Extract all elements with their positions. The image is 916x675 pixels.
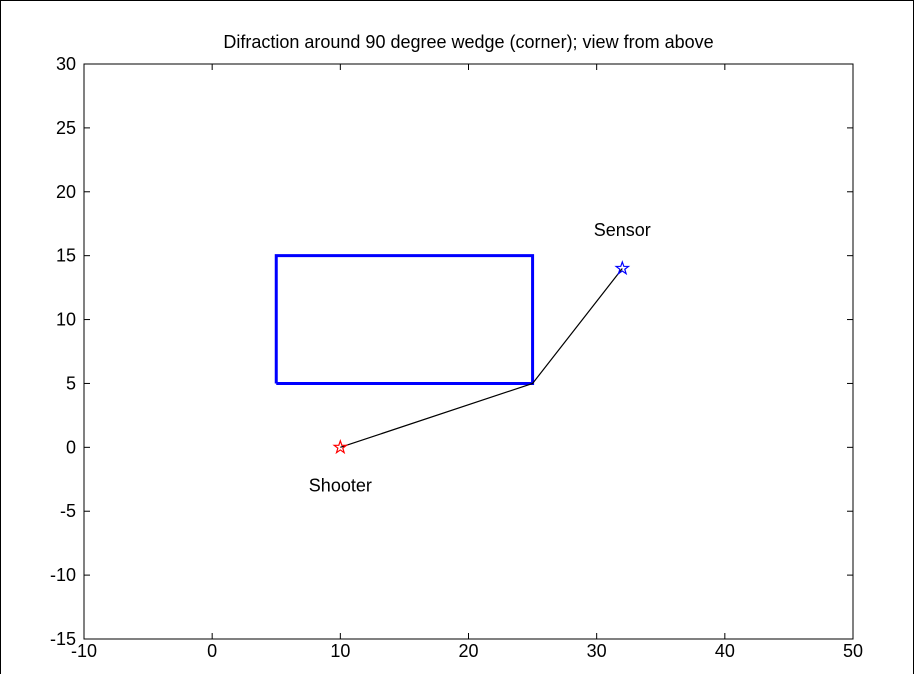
diffraction-path-line bbox=[340, 268, 623, 448]
annotation-layer: Sensor Shooter bbox=[309, 220, 651, 496]
shooter-star-marker bbox=[332, 438, 349, 455]
x-tick-label: 20 bbox=[458, 641, 478, 661]
x-tick-label: 30 bbox=[587, 641, 607, 661]
shooter-label: Shooter bbox=[309, 476, 372, 496]
chart-title: Difraction around 90 degree wedge (corne… bbox=[223, 32, 713, 52]
x-tick-label: 40 bbox=[715, 641, 735, 661]
y-tick-label: -5 bbox=[60, 501, 76, 521]
y-tick-label: 30 bbox=[56, 54, 76, 74]
axes-box bbox=[83, 63, 854, 640]
x-tick-label: 0 bbox=[207, 641, 217, 661]
sensor-label: Sensor bbox=[594, 220, 651, 240]
sensor-star-marker bbox=[614, 260, 631, 276]
wedge-rectangle bbox=[274, 254, 535, 385]
y-tick-label: 10 bbox=[56, 310, 76, 330]
y-tick-label: 0 bbox=[66, 437, 76, 457]
marker-layer bbox=[332, 260, 631, 455]
x-tick-label: -10 bbox=[71, 641, 97, 661]
y-tick-label: -10 bbox=[50, 565, 76, 585]
x-tick-label: 10 bbox=[330, 641, 350, 661]
y-tick-label: 5 bbox=[66, 373, 76, 393]
y-tick-label: 20 bbox=[56, 182, 76, 202]
x-tick-label: 50 bbox=[843, 641, 863, 661]
series-layer bbox=[274, 254, 623, 448]
y-tick-label: -15 bbox=[50, 629, 76, 649]
y-tick-label: 25 bbox=[56, 118, 76, 138]
y-tick-label: 15 bbox=[56, 246, 76, 266]
